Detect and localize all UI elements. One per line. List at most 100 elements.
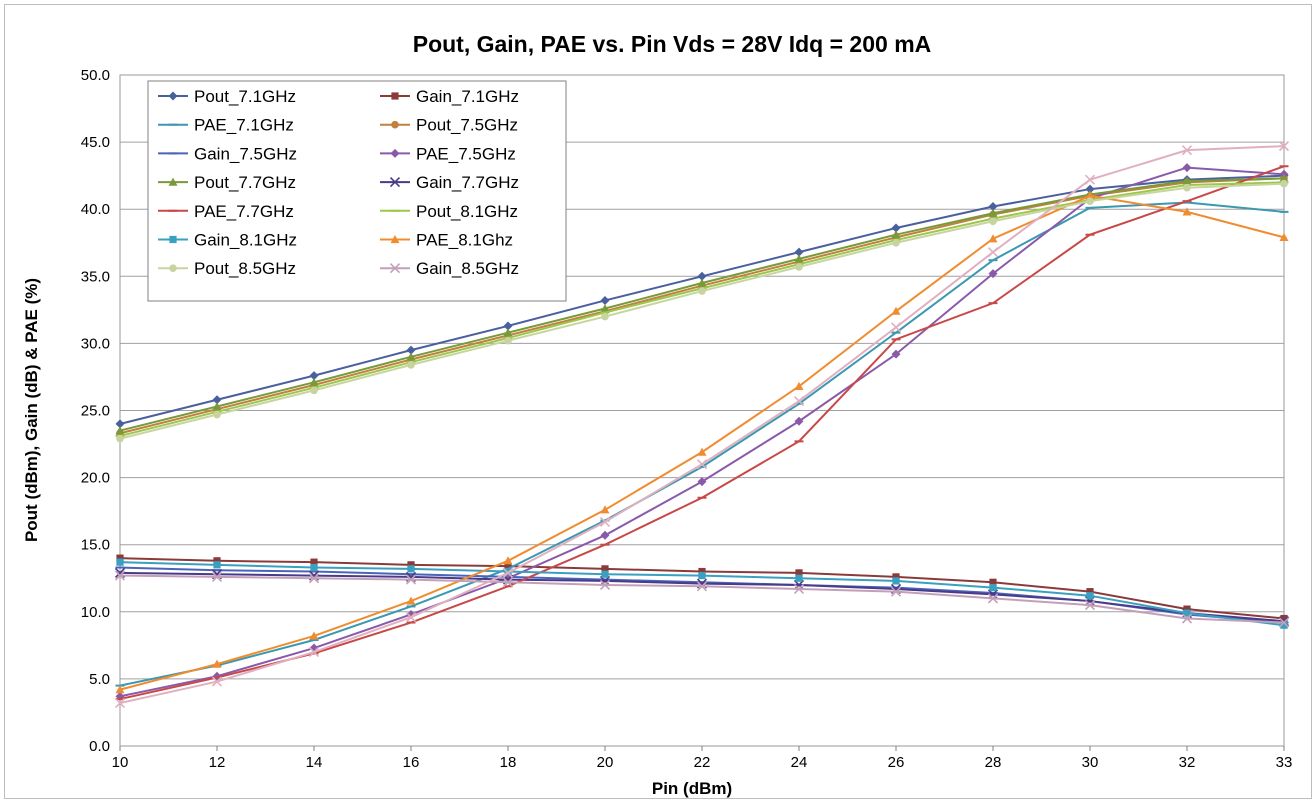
data-point [890, 322, 902, 333]
data-point [391, 92, 399, 100]
data-point [989, 584, 997, 592]
y-tick-label: 35.0 [81, 268, 110, 285]
data-point [115, 685, 125, 694]
data-point [310, 386, 318, 395]
data-point [1278, 617, 1290, 628]
y-tick-label: 40.0 [81, 201, 110, 218]
series-group [114, 141, 1290, 709]
legend-entry: PAE_8.1Ghz [380, 231, 513, 250]
legend-label: Pout_7.1GHz [194, 87, 296, 106]
data-point [169, 264, 177, 273]
data-point [308, 573, 320, 584]
data-point [794, 247, 804, 257]
data-point [1182, 176, 1192, 185]
data-point [309, 377, 319, 386]
x-tick-label: 20 [597, 754, 614, 771]
series-Gain_7.1GHz [116, 554, 1288, 623]
data-point [891, 223, 901, 233]
data-point [793, 583, 805, 595]
data-point [310, 563, 318, 572]
legend-label: Gain_7.5GHz [194, 144, 297, 163]
data-point [504, 567, 512, 576]
data-point [1086, 588, 1094, 596]
data-point [309, 631, 319, 640]
data-point [795, 574, 803, 582]
data-point [795, 569, 803, 577]
data-point [213, 410, 221, 419]
series-PAE_8.5GHz [114, 141, 1290, 709]
series-line [119, 571, 1285, 623]
x-tick-label: 10 [112, 754, 129, 771]
y-axis-label: Pout (dBm), Gain (dB) & PAE (%) [22, 278, 41, 542]
data-point [697, 477, 707, 487]
series-PAE_8.1Ghz [115, 191, 1289, 694]
data-point [1278, 141, 1290, 152]
data-point [114, 570, 126, 581]
data-point [390, 235, 400, 244]
data-point [696, 581, 708, 592]
series-Gain_8.1GHz [116, 558, 1288, 629]
data-point [892, 238, 900, 247]
x-tick-label: 32 [1179, 754, 1196, 771]
x-tick-label: 16 [403, 754, 420, 771]
data-point [599, 516, 611, 527]
legend-label: Pout_8.5GHz [194, 259, 296, 278]
data-point [115, 426, 125, 435]
data-point [1084, 600, 1096, 611]
x-tick-label: 14 [306, 754, 323, 771]
data-point [389, 263, 401, 274]
data-point [115, 419, 125, 429]
legend-entry: Pout_7.5GHz [380, 116, 518, 135]
data-point [502, 577, 514, 588]
y-tick-label: 50.0 [81, 67, 110, 84]
legend-entry: Gain_7.5GHz [158, 144, 297, 163]
data-point [696, 459, 708, 470]
data-point [390, 148, 400, 158]
legend-entry: Pout_8.1GHz [380, 202, 518, 221]
legend-label: Gain_7.1GHz [416, 87, 519, 106]
data-point [1182, 163, 1192, 173]
y-tick-label: 45.0 [81, 134, 110, 151]
legend-entry: Gain_7.1GHz [380, 87, 519, 106]
x-tick-label: 22 [694, 754, 711, 771]
legend-entry: PAE_7.5GHz [380, 144, 516, 163]
legend-entry: PAE_7.7GHz [158, 202, 294, 221]
data-point [891, 230, 901, 239]
legend-entry: PAE_7.1GHz [158, 116, 294, 135]
series-Pout_8.5GHz [116, 179, 1288, 443]
legend-label: Gain_8.5GHz [416, 259, 519, 278]
data-point [211, 571, 223, 582]
legend-label: Gain_8.1GHz [194, 231, 297, 250]
data-point [405, 574, 417, 585]
data-point [1084, 174, 1096, 185]
data-point [405, 612, 417, 623]
x-tick-label: 30 [1082, 754, 1099, 771]
data-point [406, 596, 416, 605]
legend-label: PAE_7.7GHz [194, 202, 294, 221]
data-point [1086, 592, 1094, 600]
data-point [795, 263, 803, 271]
data-point [116, 434, 124, 443]
legend-label: Pout_7.5GHz [416, 116, 518, 135]
y-tick-label: 20.0 [81, 470, 110, 487]
y-axis-ticks: 0.0 5.0 10.0 15.0 20.0 25.0 30.0 35.0 40.0 45.0 50… [81, 67, 110, 755]
series-Gain_8.5GHz [114, 570, 1290, 628]
data-point [697, 278, 707, 287]
chart-title: Pout, Gain, PAE vs. Pin Vds = 28V Idq = … [413, 31, 932, 57]
data-point [1181, 145, 1193, 156]
data-point [794, 416, 804, 426]
x-tick-label: 26 [888, 754, 905, 771]
data-point [168, 177, 178, 186]
data-point [793, 396, 805, 407]
data-point [1280, 179, 1288, 188]
legend-entry: Pout_7.1GHz [158, 87, 296, 106]
legend: Pout_7.1GHz Gain_7.1GHz PAE_7.1GHz Pout_7.5… [147, 80, 567, 302]
data-point [114, 697, 126, 709]
y-tick-label: 25.0 [81, 403, 110, 420]
data-point [892, 573, 900, 581]
data-point [502, 567, 514, 578]
data-point [1280, 621, 1288, 629]
data-point [890, 586, 902, 597]
legend-label: Gain_7.7GHz [416, 173, 519, 192]
